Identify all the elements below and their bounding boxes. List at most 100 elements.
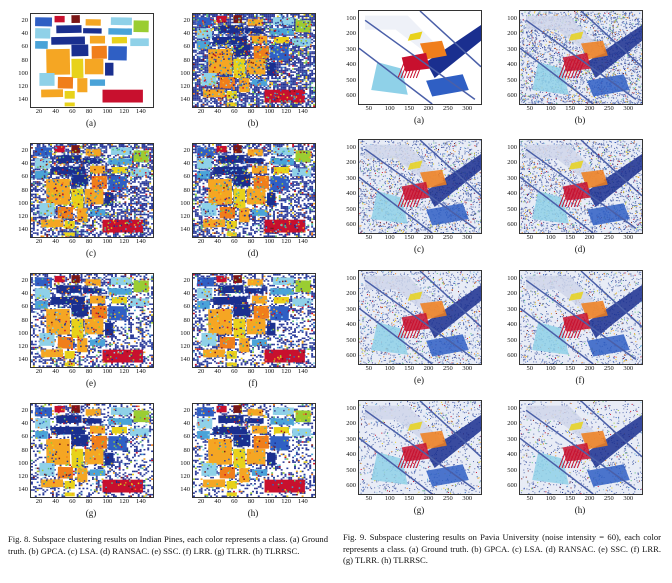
x-tick-label: 20 xyxy=(198,498,205,505)
x-tick-label: 80 xyxy=(248,238,255,245)
x-tick-label: 120 xyxy=(119,238,129,245)
y-tick-label: 60 xyxy=(176,43,191,50)
fig8-plot-4 xyxy=(31,274,153,367)
y-tick-label: 80 xyxy=(14,187,29,194)
y-tick-label: 80 xyxy=(176,57,191,64)
x-tick-label: 80 xyxy=(248,108,255,115)
fig9-plot-2 xyxy=(359,140,481,233)
y-tick-label: 80 xyxy=(176,447,191,454)
y-tick-label: 400 xyxy=(503,321,517,328)
y-tick-label: 20 xyxy=(176,147,191,154)
x-tick-label: 200 xyxy=(585,365,595,372)
y-tick-label: 100 xyxy=(14,330,28,337)
y-tick-label: 600 xyxy=(342,221,356,228)
x-tick-label: 60 xyxy=(69,368,76,375)
fig8-panel-5 xyxy=(192,273,316,368)
x-tick-label: 300 xyxy=(462,495,472,502)
x-tick-label: 150 xyxy=(404,105,414,112)
y-tick-label: 400 xyxy=(342,61,356,68)
x-tick-label: 140 xyxy=(136,368,146,375)
y-tick-label: 60 xyxy=(176,433,191,440)
y-tick-label: 400 xyxy=(342,190,356,197)
y-tick-label: 100 xyxy=(14,200,28,207)
fig9-plot-1 xyxy=(520,11,642,104)
x-tick-label: 100 xyxy=(103,238,113,245)
y-tick-label: 120 xyxy=(14,343,28,350)
panel-label: (d) xyxy=(560,244,600,254)
fig8-plot-1 xyxy=(193,14,315,107)
x-tick-label: 80 xyxy=(86,498,93,505)
fig9-plot-0 xyxy=(359,11,481,104)
x-tick-label: 300 xyxy=(623,234,633,241)
y-tick-label: 120 xyxy=(14,473,28,480)
fig9-panel-5 xyxy=(519,270,643,365)
y-tick-label: 100 xyxy=(176,200,190,207)
x-tick-label: 300 xyxy=(462,105,472,112)
x-tick-label: 100 xyxy=(546,105,556,112)
x-tick-label: 40 xyxy=(52,498,59,505)
x-tick-label: 20 xyxy=(36,108,43,115)
x-tick-label: 250 xyxy=(604,105,614,112)
x-tick-label: 100 xyxy=(265,238,275,245)
x-tick-label: 50 xyxy=(366,234,373,241)
y-tick-label: 120 xyxy=(14,213,28,220)
y-tick-label: 100 xyxy=(503,275,517,282)
x-tick-label: 100 xyxy=(546,234,556,241)
panel-label: (g) xyxy=(399,505,439,515)
x-tick-label: 300 xyxy=(462,234,472,241)
y-tick-label: 200 xyxy=(503,30,517,37)
y-tick-label: 500 xyxy=(503,206,517,213)
panel-label: (e) xyxy=(399,375,439,385)
panel-label: (h) xyxy=(560,505,600,515)
x-tick-label: 250 xyxy=(604,495,614,502)
y-tick-label: 300 xyxy=(503,306,517,313)
y-tick-label: 60 xyxy=(14,433,29,440)
fig9-panel-1 xyxy=(519,10,643,105)
y-tick-label: 500 xyxy=(342,337,356,344)
fig8-panel-0 xyxy=(30,13,154,108)
x-tick-label: 40 xyxy=(52,238,59,245)
x-tick-label: 250 xyxy=(443,234,453,241)
panel-label: (c) xyxy=(399,244,439,254)
y-tick-label: 20 xyxy=(14,147,29,154)
x-tick-label: 50 xyxy=(366,495,373,502)
y-tick-label: 40 xyxy=(176,30,191,37)
x-tick-label: 20 xyxy=(198,238,205,245)
y-tick-label: 300 xyxy=(342,436,356,443)
y-tick-label: 300 xyxy=(503,175,517,182)
y-tick-label: 40 xyxy=(176,290,191,297)
x-tick-label: 200 xyxy=(424,105,434,112)
x-tick-label: 60 xyxy=(231,498,238,505)
x-tick-label: 140 xyxy=(298,238,308,245)
fig8-plot-7 xyxy=(193,404,315,497)
x-tick-label: 300 xyxy=(462,365,472,372)
x-tick-label: 50 xyxy=(527,495,534,502)
x-tick-label: 200 xyxy=(585,495,595,502)
x-tick-label: 150 xyxy=(404,234,414,241)
x-tick-label: 50 xyxy=(366,365,373,372)
fig9-plot-5 xyxy=(520,271,642,364)
x-tick-label: 20 xyxy=(198,368,205,375)
y-tick-label: 500 xyxy=(503,77,517,84)
x-tick-label: 100 xyxy=(265,108,275,115)
y-tick-label: 60 xyxy=(14,303,29,310)
y-tick-label: 120 xyxy=(176,83,190,90)
fig8-plot-2 xyxy=(31,144,153,237)
y-tick-label: 500 xyxy=(503,337,517,344)
y-tick-label: 20 xyxy=(14,407,29,414)
y-tick-label: 140 xyxy=(176,356,190,363)
y-tick-label: 100 xyxy=(503,144,517,151)
y-tick-label: 600 xyxy=(503,221,517,228)
y-tick-label: 400 xyxy=(503,61,517,68)
y-tick-label: 100 xyxy=(176,460,190,467)
y-tick-label: 60 xyxy=(14,173,29,180)
x-tick-label: 250 xyxy=(443,105,453,112)
x-tick-label: 140 xyxy=(136,238,146,245)
x-tick-label: 250 xyxy=(443,495,453,502)
x-tick-label: 120 xyxy=(119,108,129,115)
x-tick-label: 100 xyxy=(385,495,395,502)
x-tick-label: 140 xyxy=(298,368,308,375)
fig9-plot-3 xyxy=(520,140,642,233)
x-tick-label: 120 xyxy=(281,108,291,115)
